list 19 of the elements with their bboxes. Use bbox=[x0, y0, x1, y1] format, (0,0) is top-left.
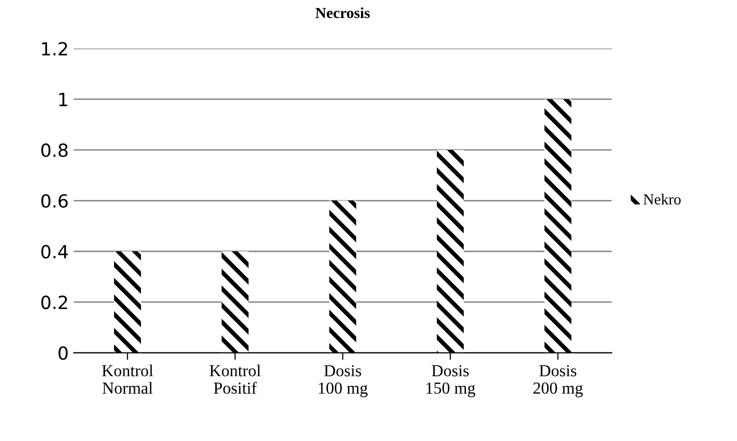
x-tick-label: Dosis 100 mg bbox=[318, 365, 368, 398]
x-tick-label: Kontrol Normal bbox=[102, 364, 154, 394]
bar bbox=[114, 251, 141, 353]
y-tick-label: 0.6 bbox=[41, 194, 68, 208]
legend-label: Nekro bbox=[644, 194, 681, 205]
y-tick-label: 1.2 bbox=[42, 42, 68, 56]
bar bbox=[436, 150, 464, 353]
y-tick-label: 0.2 bbox=[41, 296, 68, 310]
y-tick-label: 0.4 bbox=[41, 244, 68, 258]
bar bbox=[222, 251, 249, 353]
bar bbox=[544, 99, 572, 353]
x-tick-label: Kontrol Positif bbox=[210, 364, 261, 394]
bar bbox=[329, 200, 356, 353]
y-tick-label: 0 bbox=[58, 346, 68, 360]
x-tick-label: Dosis 200 mg bbox=[533, 365, 583, 398]
y-tick-label: 1 bbox=[59, 92, 68, 106]
chart-title: Necrosis bbox=[316, 7, 370, 18]
x-tick-label: Dosis 150 mg bbox=[426, 365, 476, 398]
y-tick-label: 0.8 bbox=[41, 143, 68, 158]
